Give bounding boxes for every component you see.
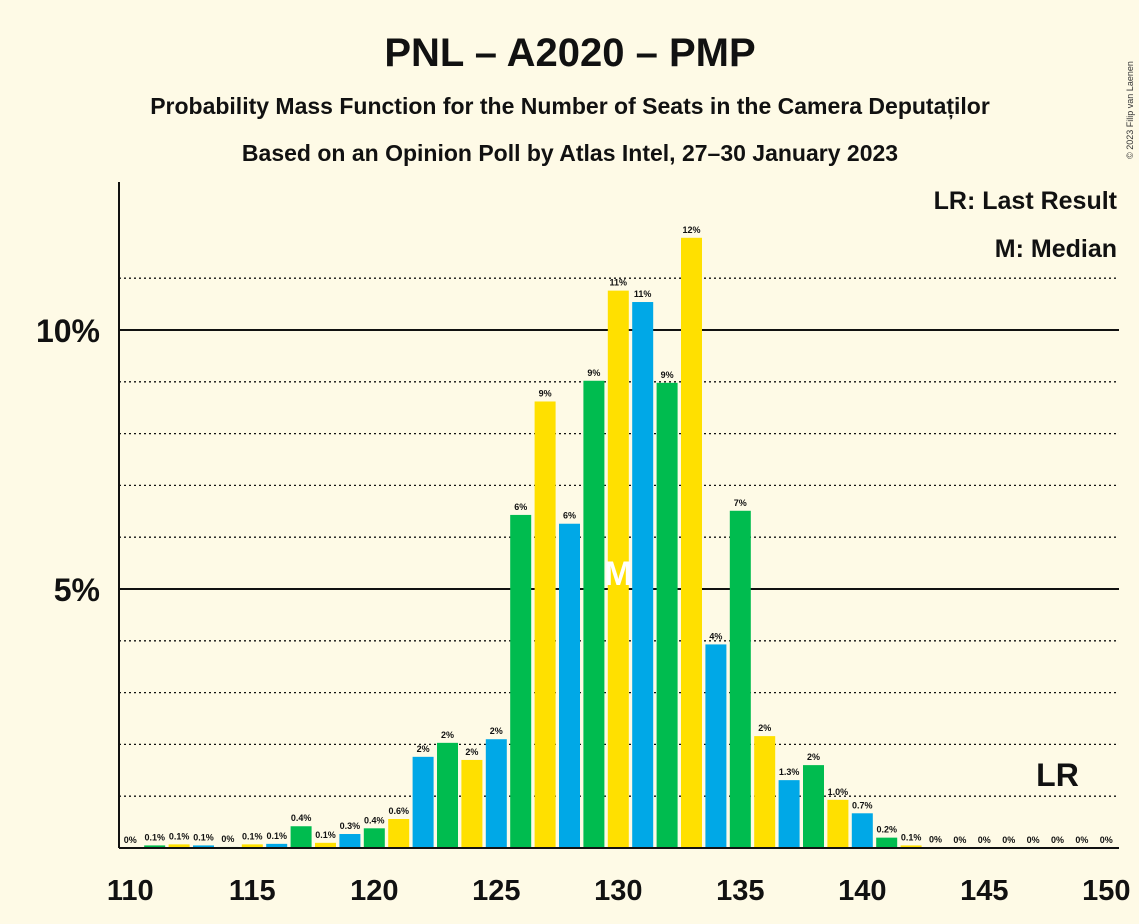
data-label-seat-122: 2% — [417, 744, 430, 754]
data-label-seat-114: 0% — [221, 834, 234, 844]
data-label-seat-147: 0% — [1027, 835, 1040, 845]
data-label-seat-115: 0.1% — [242, 831, 263, 841]
bar-seat-137 — [778, 780, 800, 848]
data-label-seat-126: 6% — [514, 502, 527, 512]
data-label-seat-110: 0% — [124, 835, 137, 845]
x-tick-label: 150 — [1082, 875, 1130, 907]
x-tick-label: 135 — [716, 875, 764, 907]
data-label-seat-116: 0.1% — [266, 831, 287, 841]
median-marker: M — [604, 555, 632, 593]
legend-median: M: Median — [995, 235, 1117, 263]
data-label-seat-130: 11% — [610, 278, 628, 288]
data-label-seat-143: 0% — [929, 834, 942, 844]
data-label-seat-127: 9% — [539, 388, 552, 398]
data-label-seat-142: 0.1% — [901, 832, 922, 842]
x-tick-label: 115 — [229, 875, 276, 907]
bar-seat-120 — [363, 828, 385, 848]
last-result-marker: LR — [1036, 757, 1079, 793]
data-label-seat-139: 1.0% — [828, 787, 849, 797]
data-label-seat-129: 9% — [587, 368, 600, 378]
x-tick-label: 110 — [107, 875, 154, 907]
bar-seat-138 — [803, 765, 824, 848]
bar-seat-134 — [705, 644, 727, 848]
y-tick-label: 5% — [54, 572, 100, 608]
data-label-seat-141: 0.2% — [876, 825, 897, 835]
x-tick-label: 120 — [350, 875, 398, 907]
bar-seat-125 — [485, 739, 507, 848]
data-label-seat-111: 0.1% — [144, 832, 165, 842]
bar-seat-126 — [510, 514, 532, 848]
x-tick-label: 140 — [838, 875, 886, 907]
bar-seat-139 — [827, 799, 849, 848]
data-label-seat-119: 0.3% — [340, 821, 361, 831]
bar-seat-118 — [315, 842, 336, 848]
axes: 5% 10% 110 115 120 125 130 135 140 145 150 — [36, 182, 1130, 907]
x-tick-label: 125 — [472, 875, 520, 907]
data-label-seat-125: 2% — [490, 726, 503, 736]
data-label-seat-140: 0.7% — [852, 800, 873, 810]
data-label-seat-132: 9% — [661, 370, 674, 380]
bar-seat-140 — [851, 813, 873, 848]
x-tick-label: 130 — [594, 875, 642, 907]
data-label-seat-134: 4% — [709, 631, 722, 641]
bar-seat-131 — [632, 302, 654, 848]
bar-seat-132 — [656, 382, 678, 848]
bars — [144, 237, 946, 849]
data-labels: 0% 0.1% 0.1% 0.1% 0% 0.1% 0.1%0.4%0.1%0.3%0.4%… — [124, 225, 1113, 845]
bar-seat-124 — [461, 759, 483, 848]
data-label-seat-117: 0.4% — [291, 813, 312, 823]
data-label-seat-120: 0.4% — [364, 815, 385, 825]
data-label-seat-131: 11% — [634, 289, 652, 299]
bar-seat-121 — [388, 818, 410, 848]
bar-seat-116 — [266, 843, 288, 848]
bar-seat-130 — [607, 290, 629, 849]
bar-seat-129 — [583, 380, 605, 848]
data-label-seat-121: 0.6% — [388, 806, 409, 816]
chart-source: Based on an Opinion Poll by Atlas Intel,… — [242, 140, 898, 166]
chart-subtitle: Probability Mass Function for the Number… — [150, 93, 990, 120]
data-label-seat-144: 0% — [953, 835, 966, 845]
bar-seat-141 — [876, 837, 898, 848]
data-label-seat-128: 6% — [563, 511, 576, 521]
bar-seat-136 — [754, 736, 776, 848]
bar-seat-123 — [437, 742, 458, 848]
bar-seat-127 — [534, 401, 556, 848]
data-label-seat-123: 2% — [441, 730, 454, 740]
data-label-seat-124: 2% — [465, 747, 478, 757]
bar-seat-133 — [681, 237, 702, 848]
copyright-text: © 2023 Filip van Laenen — [1125, 61, 1135, 159]
data-label-seat-113: 0.1% — [193, 832, 214, 842]
bar-seat-115 — [241, 844, 263, 848]
chart-title: PNL – A2020 – PMP — [384, 31, 755, 75]
data-label-seat-148: 0% — [1051, 835, 1064, 845]
bar-seat-128 — [559, 523, 580, 848]
data-label-seat-138: 2% — [807, 752, 820, 762]
bar-seat-111 — [144, 845, 166, 848]
bar-seat-135 — [729, 510, 751, 848]
y-tick-label: 10% — [36, 313, 100, 349]
bar-seat-119 — [339, 834, 361, 848]
bar-seat-112 — [168, 844, 190, 848]
bar-seat-122 — [412, 756, 434, 848]
data-label-seat-135: 7% — [734, 498, 747, 508]
data-label-seat-137: 1.3% — [779, 767, 800, 777]
data-label-seat-118: 0.1% — [315, 830, 336, 840]
x-tick-label: 145 — [960, 875, 1008, 907]
bar-seat-142 — [900, 845, 922, 848]
data-label-seat-136: 2% — [758, 723, 771, 733]
data-label-seat-145: 0% — [978, 835, 991, 845]
data-label-seat-149: 0% — [1075, 835, 1088, 845]
legend-last-result: LR: Last Result — [934, 187, 1118, 215]
data-label-seat-112: 0.1% — [169, 831, 190, 841]
data-label-seat-133: 12% — [682, 225, 700, 235]
data-label-seat-146: 0% — [1002, 835, 1015, 845]
data-label-seat-150: 0% — [1100, 835, 1113, 845]
bar-seat-113 — [193, 845, 214, 848]
bar-seat-117 — [290, 826, 312, 848]
